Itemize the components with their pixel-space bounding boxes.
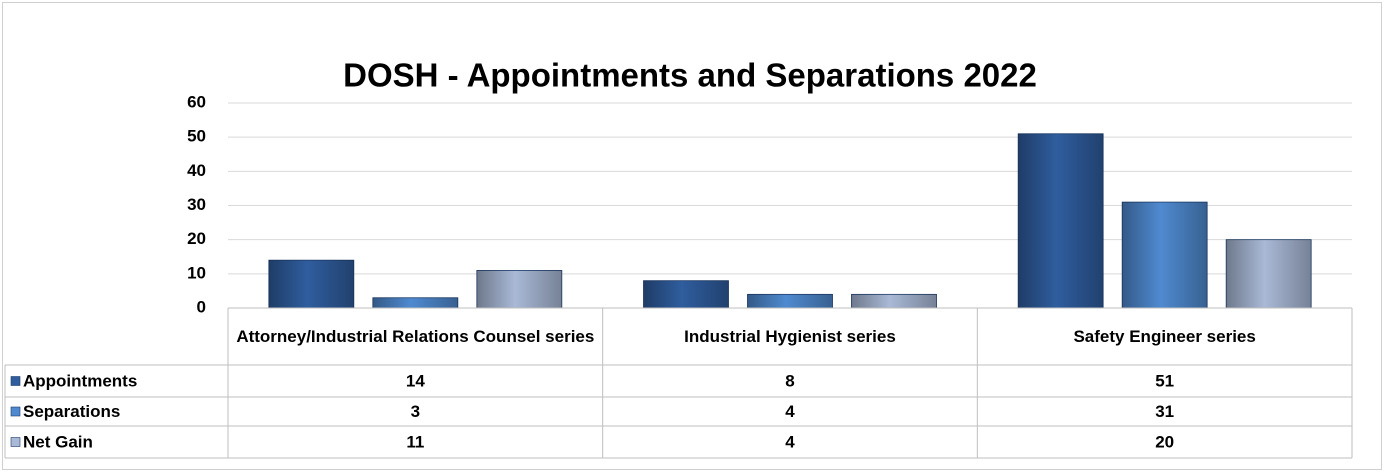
legend-key	[10, 376, 21, 386]
y-tick-label: 30	[187, 195, 206, 214]
table-value: 14	[406, 371, 425, 390]
legend-key	[10, 437, 21, 447]
category-cell: Safety Engineer series	[1073, 326, 1256, 346]
table-value: 11	[406, 432, 424, 451]
category-cell: Industrial Hygienist series	[684, 326, 896, 346]
x-tick-label: Attorney/Industrial Relations Counsel se…	[236, 326, 595, 346]
y-tick-label: 10	[187, 263, 206, 282]
x-tick-label: Industrial Hygienist series	[684, 326, 896, 346]
legend-label: Net Gain	[23, 432, 93, 451]
bar-shade	[476, 270, 562, 308]
y-tick-label: 0	[197, 297, 206, 316]
x-tick-label: Safety Engineer series	[1073, 326, 1256, 346]
bar-shade	[1226, 239, 1312, 308]
table-value: 4	[785, 432, 795, 451]
chart-title: DOSH - Appointments and Separations 2022	[343, 57, 1037, 94]
bar-shade	[1122, 202, 1208, 308]
bar-shade	[1018, 133, 1104, 308]
category-cell: Attorney/Industrial Relations Counsel se…	[236, 326, 595, 346]
table-value: 4	[785, 402, 795, 421]
legend-label: Separations	[23, 402, 120, 421]
table-value: 31	[1155, 402, 1174, 421]
bar-shade	[372, 297, 458, 308]
table-value: 3	[411, 402, 420, 421]
y-tick-label: 40	[187, 161, 206, 180]
y-tick-label: 50	[187, 127, 206, 146]
y-tick-label: 20	[187, 229, 206, 248]
table-value: 20	[1155, 432, 1174, 451]
table-value: 51	[1155, 371, 1174, 390]
y-tick-label: 60	[187, 92, 206, 111]
legend-key	[10, 406, 21, 417]
bar-shade	[851, 294, 937, 308]
bar-shade	[268, 260, 354, 308]
bar-shade	[643, 280, 729, 308]
table-value: 8	[785, 371, 794, 390]
bar-shade	[747, 294, 833, 308]
legend-label: Appointments	[23, 371, 137, 390]
